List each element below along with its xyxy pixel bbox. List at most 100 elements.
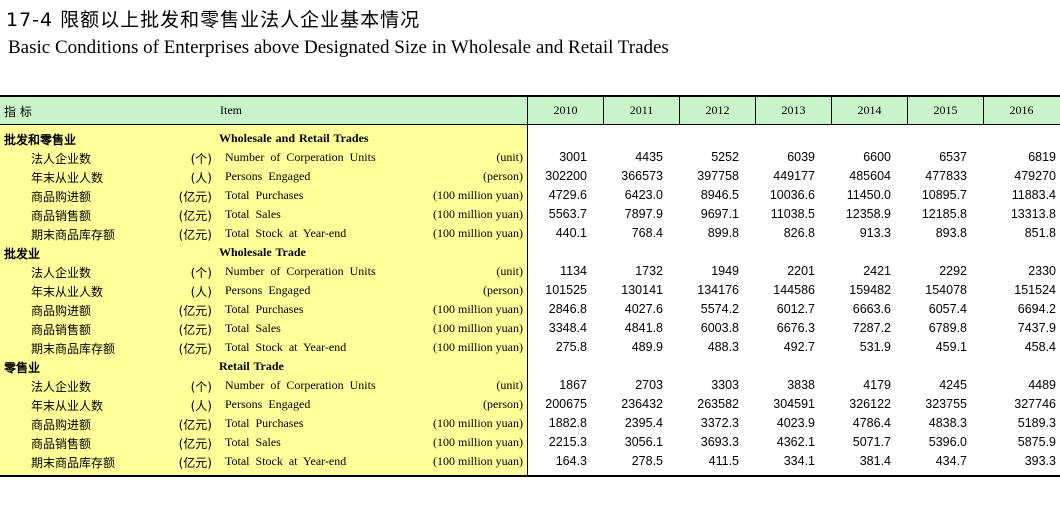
- indicator-chinese: 期末商品库存额: [31, 456, 116, 470]
- unit-chinese: (亿元): [178, 190, 212, 204]
- indicator-english: Total Stock at Year-end: [225, 340, 347, 354]
- unit-english: (100 million yuan): [433, 321, 523, 335]
- value-cell: 4838.3: [928, 416, 967, 430]
- indicator-chinese: 期末商品库存额: [31, 228, 116, 242]
- page-title-chinese: 17-4 限额以上批发和零售业法人企业基本情况: [6, 9, 421, 31]
- value-cell: 275.8: [555, 340, 587, 354]
- indicator-english: Number of Corperation Units: [225, 378, 376, 392]
- indicator-chinese: 法人企业数: [31, 152, 92, 166]
- value-cell: 3303: [711, 378, 739, 392]
- value-cell: 6057.4: [928, 302, 967, 316]
- section-row: 批发和零售业 Wholesale and Retail Trades: [0, 129, 1060, 148]
- value-cell: 8946.5: [700, 188, 739, 202]
- unit-chinese: (亿元): [178, 323, 212, 337]
- indicator-chinese: 期末商品库存额: [31, 342, 116, 356]
- indicator-chinese: 商品购进额: [31, 418, 92, 432]
- value-cell: 6600: [863, 150, 891, 164]
- value-cell: 2703: [635, 378, 663, 392]
- value-cell: 397758: [697, 169, 739, 183]
- value-cell: 4023.9: [776, 416, 815, 430]
- table-row: 商品销售额 (亿元) Total Sales (100 million yuan) 55…: [0, 205, 1060, 224]
- unit-chinese: (亿元): [178, 228, 212, 242]
- header-divider: [679, 97, 680, 125]
- section-label-english: Retail Trade: [219, 359, 284, 373]
- section-label-chinese: 批发和零售业: [4, 133, 77, 147]
- value-cell: 6663.6: [852, 302, 891, 316]
- indicator-chinese: 商品购进额: [31, 304, 92, 318]
- value-cell: 4841.8: [624, 321, 663, 335]
- indicator-english: Total Purchases: [225, 302, 304, 316]
- value-cell: 5252: [711, 150, 739, 164]
- value-cell: 334.1: [783, 454, 815, 468]
- section-row: 批发业 Wholesale Trade: [0, 243, 1060, 262]
- value-cell: 477833: [925, 169, 967, 183]
- unit-chinese: (个): [190, 266, 212, 280]
- value-cell: 11038.5: [770, 207, 815, 221]
- indicator-chinese: 年末从业人数: [31, 285, 104, 299]
- indicator-english: Total Purchases: [225, 188, 304, 202]
- unit-chinese: (人): [190, 171, 212, 185]
- value-cell: 4245: [939, 378, 967, 392]
- unit-english: (unit): [496, 378, 523, 392]
- value-cell: 159482: [849, 283, 891, 297]
- table-row: 法人企业数 (个) Number of Corperation Units (unit…: [0, 262, 1060, 281]
- value-cell: 4489: [1028, 378, 1056, 392]
- value-cell: 101525: [545, 283, 587, 297]
- value-cell: 2330: [1028, 264, 1056, 278]
- label-column-background: [0, 125, 527, 476]
- table-row: 年末从业人数 (人) Persons Engaged (person) 302200 36…: [0, 167, 1060, 186]
- unit-english: (person): [483, 169, 523, 183]
- value-cell: 12185.8: [921, 207, 967, 221]
- header-year: 2011: [629, 103, 654, 117]
- indicator-chinese: 法人企业数: [31, 380, 92, 394]
- indicator-english: Persons Engaged: [225, 169, 311, 183]
- value-cell: 154078: [925, 283, 967, 297]
- value-cell: 10895.7: [921, 188, 967, 202]
- value-cell: 327746: [1014, 397, 1056, 411]
- value-cell: 3838: [787, 378, 815, 392]
- value-cell: 1882.8: [548, 416, 587, 430]
- value-cell: 4435: [635, 150, 663, 164]
- value-cell: 411.5: [708, 454, 739, 468]
- value-cell: 6676.3: [776, 321, 815, 335]
- value-cell: 10036.6: [769, 188, 815, 202]
- value-cell: 164.3: [555, 454, 587, 468]
- table-row: 商品购进额 (亿元) Total Purchases (100 million yua…: [0, 414, 1060, 433]
- value-cell: 381.4: [859, 454, 891, 468]
- value-cell: 2215.3: [548, 435, 587, 449]
- value-cell: 6694.2: [1017, 302, 1056, 316]
- section-label-chinese: 零售业: [4, 361, 41, 375]
- header-divider: [907, 97, 908, 125]
- value-cell: 913.3: [859, 226, 891, 240]
- value-cell: 3348.4: [548, 321, 587, 335]
- indicator-chinese: 年末从业人数: [31, 171, 104, 185]
- unit-chinese: (亿元): [178, 437, 212, 451]
- value-cell: 7287.2: [852, 321, 891, 335]
- value-cell: 144586: [773, 283, 815, 297]
- value-cell: 2201: [787, 264, 815, 278]
- indicator-chinese: 年末从业人数: [31, 399, 104, 413]
- header-year: 2013: [781, 103, 806, 117]
- header-year: 2010: [553, 103, 578, 117]
- table-row: 商品购进额 (亿元) Total Purchases (100 million yua…: [0, 300, 1060, 319]
- unit-chinese: (亿元): [178, 418, 212, 432]
- value-cell: 826.8: [783, 226, 815, 240]
- value-cell: 263582: [697, 397, 739, 411]
- value-cell: 393.3: [1024, 454, 1056, 468]
- indicator-chinese: 商品购进额: [31, 190, 92, 204]
- table-row: 期末商品库存额 (亿元) Total Stock at Year-end (100 m…: [0, 224, 1060, 243]
- value-cell: 6003.8: [700, 321, 739, 335]
- unit-english: (100 million yuan): [433, 435, 523, 449]
- indicator-english: Total Stock at Year-end: [225, 226, 347, 240]
- unit-english: (100 million yuan): [433, 454, 523, 468]
- value-cell: 3056.1: [624, 435, 663, 449]
- value-cell: 130141: [621, 283, 663, 297]
- section-row: 零售业 Retail Trade: [0, 357, 1060, 376]
- value-cell: 5875.9: [1017, 435, 1056, 449]
- value-cell: 4027.6: [624, 302, 663, 316]
- value-cell: 1949: [711, 264, 739, 278]
- table-header-rule: [0, 124, 1060, 125]
- value-cell: 6537: [939, 150, 967, 164]
- value-cell: 2292: [939, 264, 967, 278]
- value-cell: 7437.9: [1017, 321, 1056, 335]
